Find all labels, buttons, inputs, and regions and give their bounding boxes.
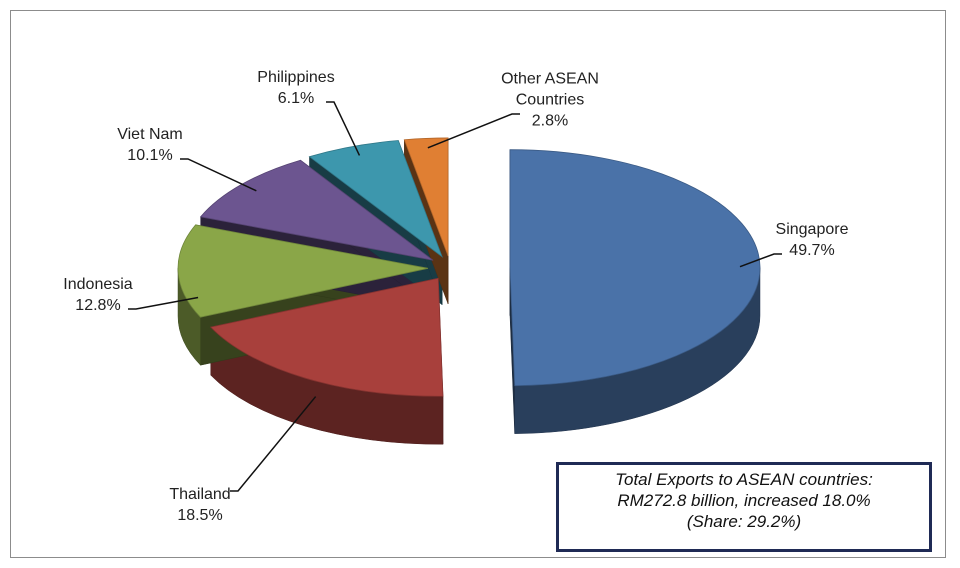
category-label: Philippines	[257, 69, 335, 86]
leader-line	[180, 158, 257, 192]
leader-line	[739, 253, 782, 268]
leader-line	[230, 396, 317, 492]
slice-label: Singapore 49.7%	[776, 219, 849, 261]
category-label: Indonesia	[63, 276, 133, 293]
value-label: 12.8%	[75, 297, 121, 314]
chart-frame	[10, 10, 946, 558]
value-label: 49.7%	[789, 242, 835, 259]
slice	[308, 140, 443, 258]
slice	[209, 277, 444, 397]
leader-line	[326, 101, 361, 156]
slice	[177, 224, 429, 318]
leader-lines	[128, 101, 782, 492]
slice	[509, 149, 761, 387]
slice-label: Thailand 18.5%	[169, 484, 230, 526]
value-label: 10.1%	[127, 147, 173, 164]
slice-label: Philippines 6.1%	[257, 67, 334, 109]
category-label: Other ASEAN Countries	[501, 70, 599, 109]
slice	[199, 159, 434, 261]
value-label: 18.5%	[177, 507, 223, 524]
slice-label: Other ASEAN Countries 2.8%	[495, 69, 605, 132]
value-label: 6.1%	[277, 90, 315, 107]
leader-line	[128, 296, 199, 310]
category-label: Viet Nam	[117, 126, 183, 143]
category-label: Singapore	[775, 221, 849, 238]
leader-line	[427, 113, 520, 149]
annotation-line: (Share: 29.2%)	[686, 512, 802, 531]
annotation-line: Total Exports to ASEAN countries:	[615, 470, 873, 489]
value-label: 2.8%	[531, 112, 569, 130]
annotation-line: RM272.8 billion, increased 18.0%	[617, 491, 871, 510]
slice-label: Indonesia 12.8%	[63, 274, 132, 316]
slice-label: Viet Nam 10.1%	[117, 124, 183, 166]
slice	[403, 137, 449, 257]
slice-tops	[177, 137, 761, 397]
category-label: Thailand	[169, 486, 231, 503]
annotation-box: Total Exports to ASEAN countries: RM272.…	[556, 462, 932, 552]
